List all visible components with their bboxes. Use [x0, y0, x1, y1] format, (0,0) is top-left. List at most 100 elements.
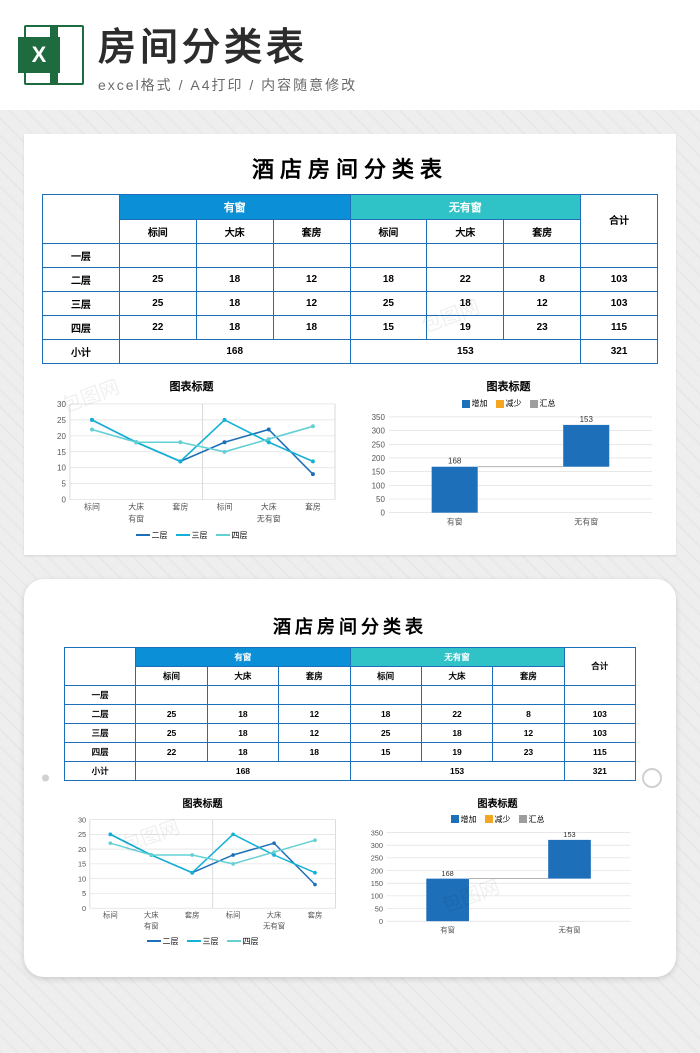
- cell: 18: [421, 723, 492, 742]
- excel-icon: X: [24, 25, 84, 85]
- banner-subtitle: excel格式 / A4打印 / 内容随意修改: [98, 75, 700, 95]
- cell: [119, 244, 196, 268]
- group-b-header: 无有窗: [350, 647, 564, 666]
- cell: 115: [564, 742, 635, 761]
- legend-item: 三层: [187, 936, 219, 947]
- cell: [196, 244, 273, 268]
- cell: [421, 685, 492, 704]
- cell: 168: [136, 761, 350, 780]
- svg-text:5: 5: [82, 889, 86, 898]
- cell: 23: [493, 742, 564, 761]
- bar-chart: 图表标题 增加减少汇总 050100150200250300350168有窗15…: [359, 795, 636, 947]
- bar-chart-title: 图表标题: [359, 795, 636, 810]
- svg-text:20: 20: [78, 844, 86, 853]
- col-header: 标间: [350, 220, 427, 244]
- svg-text:无有窗: 无有窗: [574, 517, 598, 527]
- cell: [350, 244, 427, 268]
- svg-text:标间: 标间: [84, 502, 100, 512]
- banner-title: 房间分类表: [98, 16, 700, 71]
- svg-text:15: 15: [57, 448, 66, 457]
- spreadsheet-preview-large: 酒店房间分类表 有窗 无有窗 合计 标间大床套房标间大床套房 一层二层25181…: [24, 134, 676, 555]
- svg-text:30: 30: [78, 815, 86, 824]
- svg-text:套房: 套房: [308, 910, 323, 919]
- charts-row-tablet: 图表标题 051015202530标间大床套房标间大床套房有窗无有窗 二层三层四…: [64, 795, 636, 947]
- cell: 153: [350, 340, 581, 364]
- legend-item: 增加: [462, 398, 488, 409]
- svg-text:15: 15: [78, 859, 86, 868]
- legend-item: 减少: [496, 398, 522, 409]
- cell: [493, 685, 564, 704]
- cell: 18: [207, 704, 278, 723]
- table-row: 小计168153321: [43, 340, 658, 364]
- svg-text:168: 168: [441, 868, 453, 877]
- cell: [136, 685, 207, 704]
- cell: 12: [273, 268, 350, 292]
- cell: [207, 685, 278, 704]
- svg-text:50: 50: [375, 904, 383, 913]
- svg-text:30: 30: [57, 400, 66, 409]
- svg-text:0: 0: [380, 509, 385, 518]
- cell: 18: [196, 316, 273, 340]
- svg-text:300: 300: [372, 427, 386, 436]
- cell: 25: [119, 268, 196, 292]
- row-head: 四层: [65, 742, 136, 761]
- cell: 12: [273, 292, 350, 316]
- cell: 18: [207, 723, 278, 742]
- bar-chart-legend: 增加减少汇总: [359, 814, 636, 825]
- row-head: 二层: [43, 268, 120, 292]
- svg-text:有窗: 有窗: [447, 517, 463, 527]
- col-labels-row: 标间大床套房标间大床套房: [43, 220, 658, 244]
- cell: 22: [119, 316, 196, 340]
- room-table: 有窗 无有窗 合计 标间大床套房标间大床套房 一层二层2518121822810…: [42, 194, 658, 364]
- group-a-header: 有窗: [136, 647, 350, 666]
- svg-text:大床: 大床: [144, 910, 159, 919]
- banner: X 房间分类表 excel格式 / A4打印 / 内容随意修改: [0, 0, 700, 110]
- col-header: 大床: [421, 666, 492, 685]
- row-head: 三层: [43, 292, 120, 316]
- cell: [350, 685, 421, 704]
- col-header: 套房: [273, 220, 350, 244]
- cell: 12: [493, 723, 564, 742]
- table-row: 二层25181218228103: [43, 268, 658, 292]
- cell: 19: [421, 742, 492, 761]
- col-header: 大床: [207, 666, 278, 685]
- cell: 103: [564, 704, 635, 723]
- cell: 18: [350, 704, 421, 723]
- col-header: 标间: [136, 666, 207, 685]
- row-head: 二层: [65, 704, 136, 723]
- cell: [279, 685, 350, 704]
- svg-text:100: 100: [371, 891, 383, 900]
- cell: 15: [350, 742, 421, 761]
- line-chart-legend: 二层三层四层: [42, 530, 341, 541]
- table-row: 三层251812251812103: [43, 292, 658, 316]
- svg-text:0: 0: [379, 917, 383, 926]
- svg-text:大床: 大床: [128, 502, 144, 512]
- svg-text:标间: 标间: [226, 910, 241, 919]
- svg-text:350: 350: [372, 413, 386, 422]
- svg-text:大床: 大床: [261, 502, 277, 512]
- line-chart: 图表标题 051015202530标间大床套房标间大床套房有窗无有窗 二层三层四…: [42, 378, 341, 541]
- svg-text:153: 153: [580, 415, 594, 424]
- row-head: 小计: [65, 761, 136, 780]
- cell: 18: [427, 292, 504, 316]
- cell: 18: [350, 268, 427, 292]
- svg-text:无有窗: 无有窗: [257, 514, 281, 524]
- svg-text:300: 300: [371, 841, 383, 850]
- row-head: 一层: [65, 685, 136, 704]
- cell: 18: [196, 292, 273, 316]
- line-chart-legend: 二层三层四层: [64, 936, 341, 947]
- line-chart-title: 图表标题: [42, 378, 341, 394]
- cell: 12: [279, 704, 350, 723]
- cell: [581, 244, 658, 268]
- cell: 103: [564, 723, 635, 742]
- cell: [504, 244, 581, 268]
- group-b-header: 无有窗: [350, 195, 581, 220]
- cell: 8: [493, 704, 564, 723]
- col-header: 大床: [427, 220, 504, 244]
- svg-text:套房: 套房: [185, 910, 200, 919]
- cell: 103: [581, 268, 658, 292]
- cell: [273, 244, 350, 268]
- doc-title-tablet: 酒店房间分类表: [64, 613, 636, 639]
- col-labels-row: 标间大床套房标间大床套房: [65, 666, 636, 685]
- cell: 25: [119, 292, 196, 316]
